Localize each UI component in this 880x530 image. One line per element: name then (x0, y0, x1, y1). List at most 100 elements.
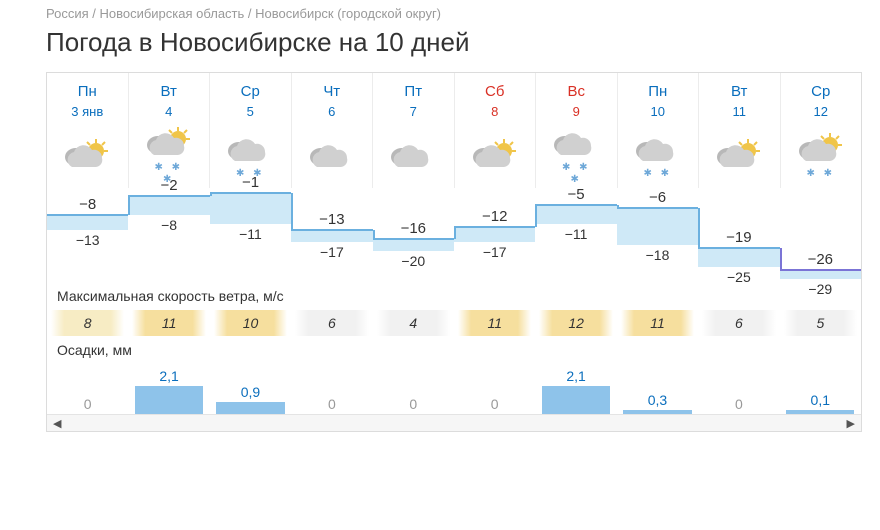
day-column[interactable]: Вс9 ✱ ✱✱ (536, 73, 618, 188)
temp-low-value: −17 (454, 244, 535, 260)
day-column[interactable]: Пн3 янв (47, 73, 129, 188)
temp-high-line (210, 192, 291, 194)
weather-icon: ✱ ✱ (618, 124, 699, 186)
temperature-chart: −8−13−2−8−1−11−13−17−16−20−12−17−5−11−6−… (47, 190, 861, 282)
day-header: Вт4 (129, 83, 210, 120)
precip-bar (135, 386, 203, 414)
wind-value: 12 (539, 310, 612, 336)
scroll-left-icon[interactable]: ◀ (53, 417, 61, 430)
day-date: 10 (618, 104, 699, 120)
day-abbr: Вс (536, 83, 617, 102)
temp-high-line (128, 195, 209, 197)
temp-low-value: −11 (210, 226, 291, 242)
weather-icon (47, 124, 128, 186)
precip-bar (623, 410, 691, 414)
temp-high-line (780, 269, 861, 271)
day-column[interactable]: Ср5✱ ✱ (210, 73, 292, 188)
temp-band (535, 205, 616, 223)
temp-high-line (617, 207, 698, 209)
wind-value: 6 (702, 310, 775, 336)
temp-high-value: −6 (617, 189, 698, 206)
wind-row: 811106411121165 (47, 310, 861, 336)
wind-value: 10 (214, 310, 287, 336)
precip-value: 2,1 (128, 368, 209, 384)
wind-value: 11 (621, 310, 694, 336)
precip-value: 2,1 (535, 368, 616, 384)
temp-high-value: −1 (210, 174, 291, 191)
temp-band (47, 215, 128, 230)
breadcrumb-item[interactable]: Новосибирская область (99, 6, 244, 21)
day-date: 12 (781, 104, 862, 120)
temp-band (291, 230, 372, 242)
day-column[interactable]: Вт4✱ ✱✱ (129, 73, 211, 188)
precip-value: 0,1 (780, 392, 861, 408)
day-column[interactable]: Пн10 ✱ ✱ (618, 73, 700, 188)
temp-band (128, 196, 209, 214)
day-abbr: Сб (455, 83, 536, 102)
wind-value: 8 (51, 310, 124, 336)
precip-value: 0,3 (617, 392, 698, 408)
precip-value: 0 (698, 396, 779, 412)
day-header: Ср5 (210, 83, 291, 120)
page-title: Погода в Новосибирске на 10 дней (46, 27, 880, 58)
day-column[interactable]: Пт7 (373, 73, 455, 188)
day-date: 5 (210, 104, 291, 120)
temp-low-value: −13 (47, 232, 128, 248)
precip-value: 0 (47, 396, 128, 412)
temp-high-value: −5 (535, 186, 616, 203)
day-column[interactable]: Чт 6 (292, 73, 374, 188)
temp-high-value: −13 (291, 211, 372, 228)
temp-high-value: −19 (698, 229, 779, 246)
breadcrumb-item[interactable]: Россия (46, 6, 89, 21)
wind-cell: 6 (698, 310, 779, 336)
horizontal-scrollbar[interactable]: ◀ ▶ (47, 414, 861, 431)
wind-cell: 11 (454, 310, 535, 336)
precip-bar (786, 410, 854, 414)
wind-cell: 11 (617, 310, 698, 336)
day-headers: Пн3 янвВт4✱ ✱✱Ср5✱ ✱Чт6Пт7Сб8Вс9✱ ✱✱Пн10… (47, 73, 861, 188)
wind-cell: 11 (128, 310, 209, 336)
weather-icon: ✱ ✱ (781, 124, 862, 186)
temp-high-line (47, 214, 128, 216)
temp-high-line (535, 204, 616, 206)
wind-value: 11 (132, 310, 205, 336)
temp-high-line (454, 226, 535, 228)
temp-high-value: −26 (780, 251, 861, 268)
day-header: Пн10 (618, 83, 699, 120)
temp-high-line (291, 229, 372, 231)
temp-low-value: −25 (698, 269, 779, 285)
precip-value: 0,9 (210, 384, 291, 400)
temp-high-value: −2 (128, 177, 209, 194)
day-date: 8 (455, 104, 536, 120)
wind-cell: 12 (535, 310, 616, 336)
day-date: 6 (292, 104, 373, 120)
day-header: Сб 8 (455, 83, 536, 120)
day-header: Чт 6 (292, 83, 373, 120)
day-abbr: Пн (47, 83, 128, 102)
wind-value: 5 (784, 310, 857, 336)
day-header: Пн3 янв (47, 83, 128, 120)
day-column[interactable]: Сб 8 (455, 73, 537, 188)
precip-value: 0 (291, 396, 372, 412)
wind-value: 4 (377, 310, 450, 336)
weather-icon (699, 124, 780, 186)
day-header: Ср12 (781, 83, 862, 120)
temp-low-value: −8 (128, 217, 209, 233)
scroll-right-icon[interactable]: ▶ (847, 417, 855, 430)
weather-icon: ✱ ✱✱ (536, 124, 617, 186)
forecast-panel: Пн3 янвВт4✱ ✱✱Ср5✱ ✱Чт6Пт7Сб8Вс9✱ ✱✱Пн10… (46, 72, 862, 432)
day-column[interactable]: Вт11 (699, 73, 781, 188)
day-header: Вс9 (536, 83, 617, 120)
day-abbr: Вт (129, 83, 210, 102)
precip-value: 0 (373, 396, 454, 412)
day-column[interactable]: Ср12 ✱ ✱ (781, 73, 862, 188)
wind-value: 11 (458, 310, 531, 336)
day-abbr: Чт (292, 83, 373, 102)
temp-low-value: −20 (373, 253, 454, 269)
wind-cell: 5 (780, 310, 861, 336)
day-abbr: Пт (373, 83, 454, 102)
temp-band (698, 248, 779, 266)
breadcrumb-item[interactable]: Новосибирск (городской округ) (255, 6, 441, 21)
temp-low-value: −29 (780, 281, 861, 297)
wind-section-label: Максимальная скорость ветра, м/с (47, 282, 861, 310)
